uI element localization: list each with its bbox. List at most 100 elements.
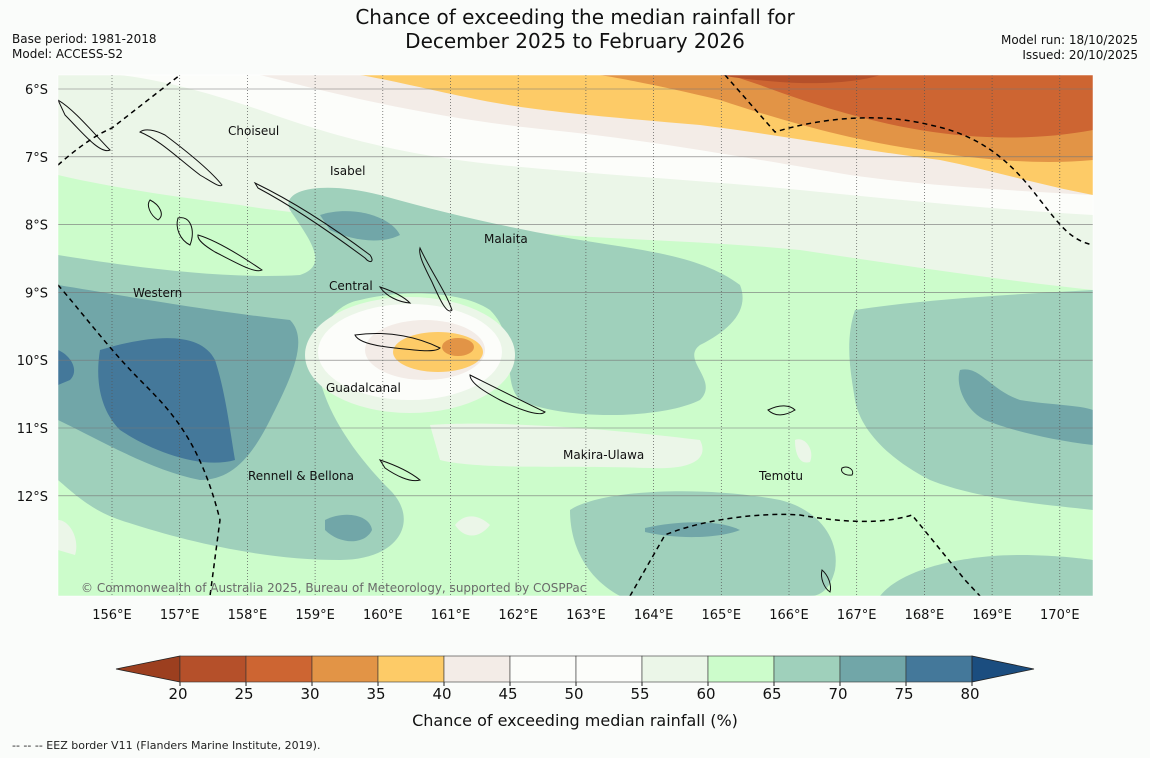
eez-border-note: -- -- -- EEZ border V11 (Flanders Marine… bbox=[12, 739, 321, 752]
colour-bar-title: Chance of exceeding median rainfall (%) bbox=[412, 711, 738, 730]
longitude-tick-label: 160°E bbox=[363, 608, 403, 623]
colour-bar-tick-label: 70 bbox=[828, 685, 847, 703]
model-run-date: Model run: 18/10/2025 bbox=[1000, 33, 1138, 47]
colour-bar-segment bbox=[311, 655, 379, 683]
map-title-line1: Chance of exceeding the median rainfall … bbox=[355, 5, 795, 29]
contour-fill-65-70-far-southeast bbox=[880, 555, 1093, 596]
makira-coast bbox=[469, 374, 546, 415]
longitude-tick-label: 163°E bbox=[566, 608, 606, 623]
model-name: Model: ACCESS-S2 bbox=[12, 47, 124, 61]
longitude-tick-label: 166°E bbox=[769, 608, 809, 623]
map-frame bbox=[57, 74, 1094, 597]
longitude-tick-label: 168°E bbox=[905, 608, 945, 623]
issued-date: Issued: 20/10/2025 bbox=[1022, 48, 1138, 62]
longitude-tick-label: 170°E bbox=[1040, 608, 1080, 623]
longitude-tick-label: 157°E bbox=[160, 608, 200, 623]
colour-bar-tick-label: 20 bbox=[168, 685, 187, 703]
longitude-tick-label: 169°E bbox=[972, 608, 1012, 623]
choiseul-coast bbox=[139, 129, 223, 187]
latitude-tick-label: 12°S bbox=[17, 490, 48, 505]
longitude-tick-label: 167°E bbox=[837, 608, 877, 623]
colour-bar-tick-label: 40 bbox=[432, 685, 451, 703]
latitude-tick-labels: 6°S 7°S 8°S 9°S 10°S 11°S 12°S bbox=[17, 83, 48, 505]
longitude-tick-label: 159°E bbox=[295, 608, 335, 623]
contour-fill-65-70-southeast bbox=[570, 491, 836, 596]
vanikoro-coast bbox=[841, 466, 854, 476]
colour-bar-segment bbox=[575, 655, 643, 683]
colour-bar-segment bbox=[773, 655, 841, 683]
colour-bar-tick-label: 55 bbox=[630, 685, 649, 703]
province-label-central: Central bbox=[329, 279, 373, 293]
contour-fill-70-75-south bbox=[325, 514, 372, 542]
isabel-coast bbox=[253, 181, 373, 263]
longitude-tick-label: 161°E bbox=[431, 608, 471, 623]
contour-fill-30-35-guadalcanal bbox=[442, 338, 474, 356]
latitude-tick-label: 6°S bbox=[25, 83, 48, 98]
latitude-tick-label: 9°S bbox=[25, 286, 48, 301]
colour-bar-tick-label: 50 bbox=[564, 685, 583, 703]
colour-bar-tick-label: 30 bbox=[300, 685, 319, 703]
new-georgia-coast bbox=[176, 217, 193, 246]
graticule bbox=[58, 75, 1093, 596]
eez-border-west bbox=[58, 284, 221, 596]
province-label-choiseul: Choiseul bbox=[228, 124, 279, 138]
colour-bar-tick-label: 25 bbox=[234, 685, 253, 703]
contour-fill-55-60-makira bbox=[430, 423, 703, 469]
vella-lavella-coast bbox=[147, 199, 162, 221]
colour-bar-segment bbox=[245, 655, 313, 683]
contour-fill-55-60-sw bbox=[58, 520, 77, 555]
map-canvas bbox=[58, 75, 1093, 596]
eez-border-north-east bbox=[724, 75, 1093, 246]
contour-fill-55-60-s bbox=[455, 516, 490, 536]
copyright-notice: © Commonwealth of Australia 2025, Bureau… bbox=[81, 581, 586, 595]
province-label-temotu: Temotu bbox=[758, 469, 803, 483]
longitude-tick-label: 165°E bbox=[702, 608, 742, 623]
colour-bar-segment bbox=[509, 655, 577, 683]
latitude-tick-label: 10°S bbox=[17, 354, 48, 369]
colour-bar-tick-label: 45 bbox=[498, 685, 517, 703]
province-label-malaita: Malaita bbox=[484, 232, 528, 246]
guadalcanal-coast bbox=[354, 332, 441, 352]
eez-border-north-west bbox=[58, 75, 181, 166]
colour-bar-tick-label: 80 bbox=[960, 685, 979, 703]
longitude-tick-label: 156°E bbox=[92, 608, 132, 623]
province-label-western: Western bbox=[133, 286, 182, 300]
colour-bar-legend: 20 25 30 35 40 45 50 55 60 65 70 75 80 bbox=[115, 655, 1035, 703]
latitude-tick-label: 11°S bbox=[17, 422, 48, 437]
province-label-makira-ulawa: Makira-Ulawa bbox=[563, 448, 644, 462]
base-period: Base period: 1981-2018 bbox=[12, 32, 157, 46]
province-label-rennell-bellona: Rennell & Bellona bbox=[248, 469, 354, 483]
longitude-tick-label: 162°E bbox=[498, 608, 538, 623]
coastlines bbox=[58, 99, 854, 593]
eez-borders bbox=[58, 75, 1093, 596]
province-label-isabel: Isabel bbox=[330, 164, 365, 178]
province-labels: Choiseul Isabel Malaita Western Central … bbox=[133, 124, 803, 483]
colour-bar-segment bbox=[377, 655, 445, 683]
colour-bar-tick-label: 35 bbox=[366, 685, 385, 703]
colour-bar-segment bbox=[707, 655, 775, 683]
province-label-guadalcanal: Guadalcanal bbox=[326, 381, 401, 395]
contour-fill-55-60-temotu bbox=[795, 439, 812, 463]
latitude-tick-label: 8°S bbox=[25, 219, 48, 234]
contour-fill-75-80-west bbox=[98, 338, 236, 463]
new-georgia-group-coast bbox=[197, 234, 263, 272]
longitude-tick-labels: 156°E 157°E 158°E 159°E 160°E 161°E 162°E 163°E… bbox=[92, 608, 1079, 623]
colour-bar-segment bbox=[443, 655, 511, 683]
colour-bar-segment bbox=[905, 655, 973, 683]
contour-fill-25-30 bbox=[730, 75, 1093, 138]
colour-bar-tick-label: 75 bbox=[894, 685, 913, 703]
colour-bar-tick-label: 65 bbox=[762, 685, 781, 703]
colour-bar-segment bbox=[641, 655, 709, 683]
rennell-coast bbox=[378, 459, 422, 482]
colour-bar-over-arrow bbox=[971, 655, 1035, 683]
latitude-tick-label: 7°S bbox=[25, 151, 48, 166]
colour-bar-segment bbox=[839, 655, 907, 683]
santa-cruz-coast bbox=[767, 405, 796, 416]
contour-fill-20-25 bbox=[720, 75, 880, 84]
longitude-tick-label: 158°E bbox=[228, 608, 268, 623]
eez-border-south-east bbox=[629, 513, 981, 596]
map-title-line2: December 2025 to February 2026 bbox=[405, 29, 745, 53]
colour-bar-segment bbox=[179, 655, 247, 683]
contour-fill-75-80-edge bbox=[58, 350, 75, 385]
